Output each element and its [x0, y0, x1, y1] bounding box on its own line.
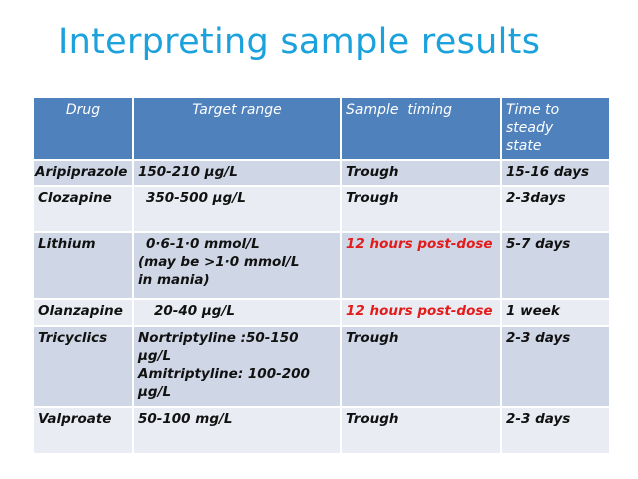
timing-cell: 12 hours post-dose	[340, 231, 502, 300]
range-cell: 0·6-1·0 mmol/L (may be >1·0 mmol/L in ma…	[132, 231, 342, 300]
timing-cell: Trough	[340, 159, 502, 187]
range-cell: 20-40 µg/L	[132, 298, 342, 327]
table-row: Valproate 50-100 mg/L Trough 2-3 days	[32, 406, 611, 455]
drug-cell: Tricyclics	[32, 325, 134, 408]
range-line: Nortriptyline :50-150 µg/L	[138, 330, 299, 364]
drug-monitoring-table: Drug Target range Sample timing Time to …	[32, 96, 611, 455]
table-row: Tricyclics Nortriptyline :50-150 µg/L Am…	[32, 325, 611, 408]
steady-cell: 2-3days	[500, 185, 611, 233]
range-cell: 50-100 mg/L	[132, 406, 342, 455]
steady-cell: 5-7 days	[500, 231, 611, 300]
range-cell: Nortriptyline :50-150 µg/L Amitriptyline…	[132, 325, 342, 408]
table-row: Olanzapine 20-40 µg/L 12 hours post-dose…	[32, 298, 611, 327]
slide-title: Interpreting sample results	[58, 22, 541, 62]
timing-cell: 12 hours post-dose	[340, 298, 502, 327]
drug-cell: Clozapine	[32, 185, 134, 233]
header-drug: Drug	[32, 96, 134, 161]
header-time-to-steady-state: Time to steady state	[500, 96, 611, 161]
range-note: (may be >1·0 mmol/L in mania)	[138, 254, 300, 288]
drug-cell: Lithium	[32, 231, 134, 300]
table-row: Lithium 0·6-1·0 mmol/L (may be >1·0 mmol…	[32, 231, 611, 300]
steady-cell: 15-16 days	[500, 159, 611, 187]
steady-cell: 2-3 days	[500, 325, 611, 408]
table-row: Clozapine 350-500 µg/L Trough 2-3days	[32, 185, 611, 233]
timing-cell: Trough	[340, 185, 502, 233]
table-row: Aripiprazole 150-210 µg/L Trough 15-16 d…	[32, 159, 611, 187]
range-line: Amitriptyline: 100-200 µg/L	[138, 366, 310, 400]
drug-cell: Aripiprazole	[32, 159, 134, 187]
steady-cell: 1 week	[500, 298, 611, 327]
steady-cell: 2-3 days	[500, 406, 611, 455]
timing-cell: Trough	[340, 325, 502, 408]
range-cell: 150-210 µg/L	[132, 159, 342, 187]
range-line: 0·6-1·0 mmol/L	[146, 236, 260, 252]
range-cell: 350-500 µg/L	[132, 185, 342, 233]
header-sample-timing: Sample timing	[340, 96, 502, 161]
header-target-range: Target range	[132, 96, 342, 161]
timing-cell: Trough	[340, 406, 502, 455]
drug-cell: Valproate	[32, 406, 134, 455]
drug-cell: Olanzapine	[32, 298, 134, 327]
header-row: Drug Target range Sample timing Time to …	[32, 96, 611, 161]
